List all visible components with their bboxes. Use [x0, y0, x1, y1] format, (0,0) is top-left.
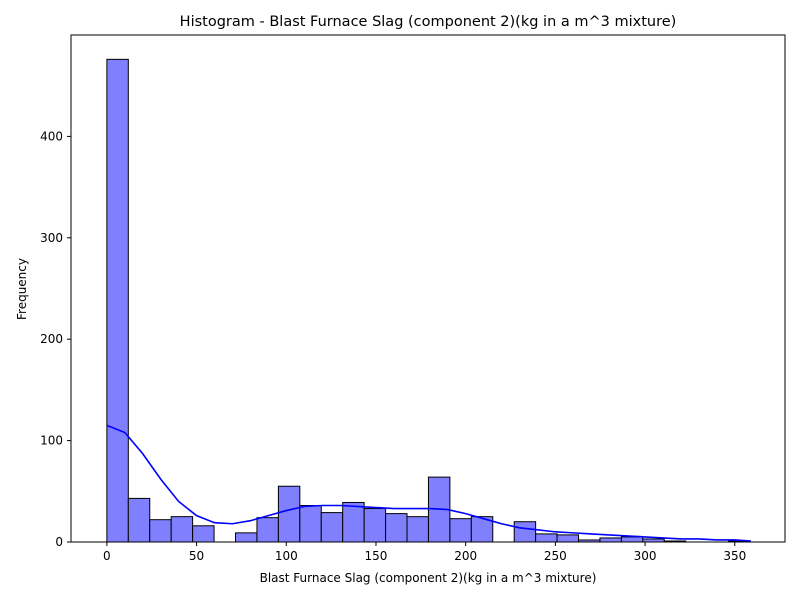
histogram-bar-24: [620, 536, 644, 543]
x-tick-label: 50: [189, 549, 204, 563]
kde-line: [106, 424, 751, 542]
chart-title: Histogram - Blast Furnace Slag (componen…: [180, 14, 677, 30]
histogram-bar-21: [556, 534, 580, 543]
histogram-bar-9: [299, 504, 322, 543]
histogram-bar-6: [235, 532, 258, 543]
x-tick-label: 300: [634, 549, 657, 563]
histogram-bar-19: [513, 521, 537, 543]
x-tick-label: 100: [275, 549, 298, 563]
y-tick-label: 400: [40, 129, 63, 143]
histogram-bar-13: [385, 513, 408, 543]
y-tick-label: 200: [40, 332, 63, 346]
histogram-bar-23: [599, 537, 622, 543]
histogram-bar-7: [256, 517, 279, 543]
y-tick-label: 300: [40, 231, 63, 245]
x-tick-label: 350: [723, 549, 746, 563]
histogram-bar-8: [277, 485, 301, 543]
y-tick-label: 0: [55, 535, 63, 549]
histogram-bar-3: [170, 516, 194, 543]
histogram-bar-16: [449, 518, 472, 543]
histogram-bar-4: [192, 525, 215, 543]
bars-layer: [106, 58, 751, 543]
y-axis: 0 100 200 300 400: [40, 129, 71, 549]
y-axis-label: Frequency: [15, 258, 29, 320]
x-tick-label: 250: [544, 549, 567, 563]
histogram-bar-12: [363, 508, 387, 543]
plot-frame: [70, 34, 786, 543]
histogram-bar-2: [149, 519, 172, 543]
x-tick-label: 200: [454, 549, 477, 563]
x-tick-label: 0: [103, 549, 111, 563]
histogram-bar-14: [406, 516, 429, 543]
x-tick-label: 150: [365, 549, 388, 563]
histogram-bar-11: [342, 501, 365, 543]
x-axis-label: Blast Furnace Slag (component 2)(kg in a…: [260, 571, 597, 585]
histogram-bar-20: [535, 533, 558, 543]
x-axis: 0 50 100 150 200 250 300 350: [103, 542, 746, 563]
histogram-bar-0: [106, 58, 129, 543]
histogram-bar-1: [127, 497, 151, 543]
histogram-bar-10: [320, 512, 344, 543]
y-tick-label: 100: [40, 434, 63, 448]
